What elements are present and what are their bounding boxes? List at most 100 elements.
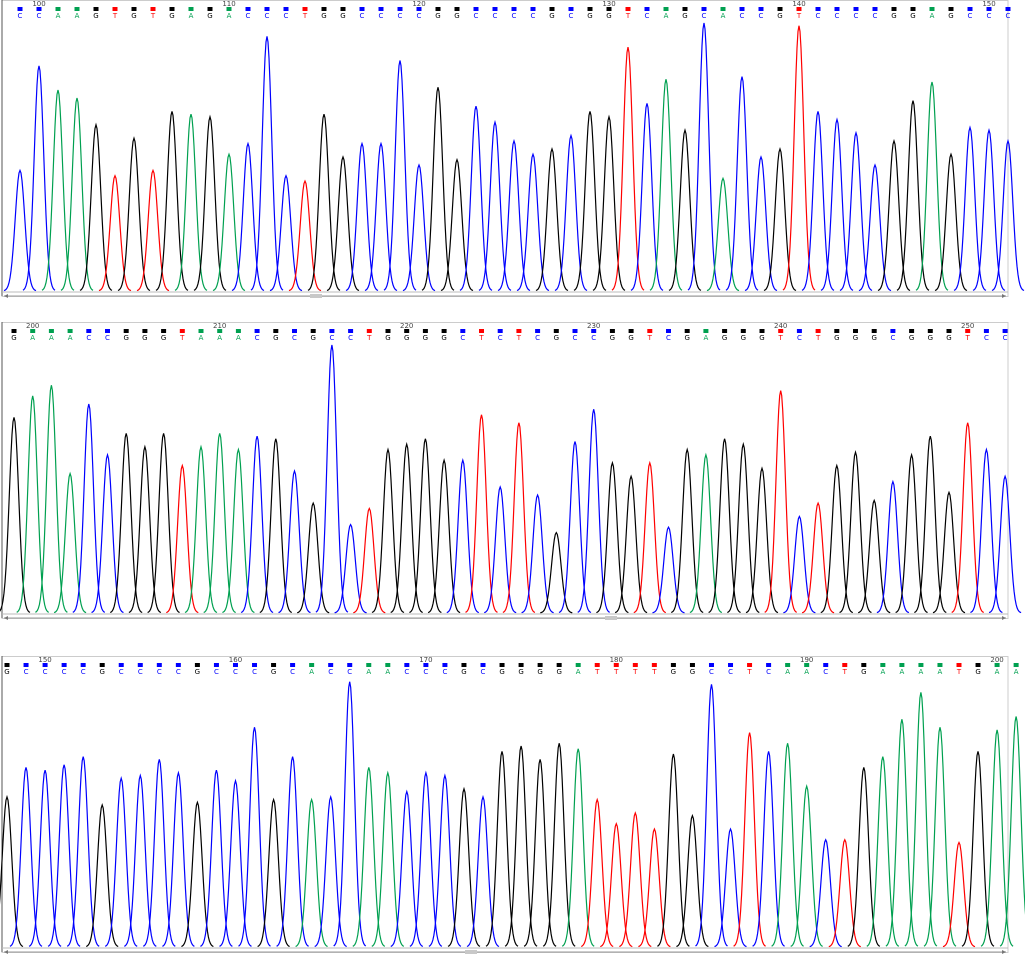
base-call: T (302, 12, 308, 20)
trace-peak (521, 493, 554, 614)
trace-peak (497, 138, 531, 292)
trace-peak (502, 422, 536, 614)
base-marker (273, 329, 279, 333)
base-marker (188, 7, 194, 11)
trace-peak (231, 141, 265, 292)
base-marker (48, 329, 54, 333)
base-call: A (930, 12, 935, 20)
base-marker (684, 329, 690, 333)
base-call: G (169, 12, 174, 20)
base-call: G (404, 334, 409, 342)
base-marker (217, 329, 223, 333)
trace-peak (866, 756, 900, 947)
trace-peak (485, 751, 519, 947)
base-call: A (576, 668, 581, 676)
base-marker (480, 663, 486, 667)
trace-peak (181, 800, 214, 948)
base-marker (666, 329, 671, 333)
base-marker (929, 7, 935, 11)
base-marker (537, 663, 543, 667)
trace-peak (478, 119, 512, 291)
trace-peak (390, 441, 423, 614)
base-call: C (265, 12, 270, 20)
panel: 150 160 170 180 190 200 G C C C C G C C C C G C C C G C A C C A A C… (0, 656, 1025, 954)
base-marker (880, 663, 886, 667)
base-call: G (142, 334, 147, 342)
trace-peak (763, 147, 797, 292)
scroll-arrow-right (1002, 950, 1006, 954)
trace-peak (402, 163, 436, 292)
base-call: C (666, 334, 671, 342)
base-marker (340, 7, 346, 11)
base-call: G (340, 12, 345, 20)
base-marker (385, 329, 391, 333)
trace-peak (828, 838, 861, 948)
trace-peak (104, 775, 138, 947)
base-call: C (968, 12, 973, 20)
base-call: C (290, 668, 295, 676)
trace-peak (809, 838, 842, 948)
trace-peak (371, 447, 405, 614)
trace-peak (896, 100, 930, 291)
trace-peak (630, 103, 664, 291)
base-call: T (651, 668, 657, 676)
trace-peak (706, 176, 740, 292)
base-marker (591, 329, 597, 333)
base-call: A (217, 334, 222, 342)
base-marker (720, 7, 726, 11)
base-marker (556, 663, 562, 667)
base-marker (549, 7, 555, 11)
trace-peak (203, 433, 236, 614)
base-call: C (728, 668, 733, 676)
position-label: 120 (412, 0, 425, 8)
trace-peak (970, 447, 1003, 614)
trace-peak (162, 770, 195, 947)
base-marker (359, 7, 365, 11)
trace-peak (668, 128, 702, 291)
base-call: T (112, 12, 118, 20)
scroll-arrow-right (1002, 616, 1006, 620)
base-call: C (816, 12, 821, 20)
position-label: 170 (419, 656, 432, 664)
base-call: G (321, 12, 326, 20)
position-label: 160 (229, 656, 242, 664)
trace-peak (504, 745, 538, 947)
trace-peak (558, 441, 592, 614)
trace-peak (689, 452, 723, 614)
base-call: C (702, 12, 707, 20)
base-marker (834, 329, 840, 333)
frame (1, 0, 1009, 297)
trace-peak (390, 789, 424, 948)
base-marker (385, 663, 391, 667)
trace-peak (820, 117, 854, 291)
base-call: C (404, 668, 409, 676)
trace-peak (932, 490, 966, 614)
base-marker (965, 329, 971, 333)
trace-peak (915, 81, 949, 291)
base-marker (632, 663, 638, 667)
trace-peak (353, 506, 386, 614)
base-marker (179, 329, 185, 333)
base-marker (461, 663, 467, 667)
base-call: G (722, 334, 727, 342)
base-marker (948, 7, 954, 11)
base-call: G (4, 668, 9, 676)
trace-peak (109, 433, 143, 614)
trace-peak (240, 435, 274, 614)
base-marker (927, 329, 933, 333)
base-marker (842, 663, 848, 667)
trace-peak (801, 111, 835, 291)
base-marker (910, 7, 916, 11)
base-call: C (493, 12, 498, 20)
base-marker (815, 329, 821, 333)
trace-peak (142, 759, 176, 947)
trace-peak (35, 385, 68, 613)
base-marker (909, 329, 915, 333)
base-marker (553, 329, 559, 333)
base-marker (423, 663, 429, 667)
base-call: G (195, 668, 200, 676)
position-label: 200 (990, 656, 1003, 664)
trace-peak (193, 114, 227, 291)
position-label: 200 (26, 322, 39, 330)
base-marker (271, 663, 277, 667)
